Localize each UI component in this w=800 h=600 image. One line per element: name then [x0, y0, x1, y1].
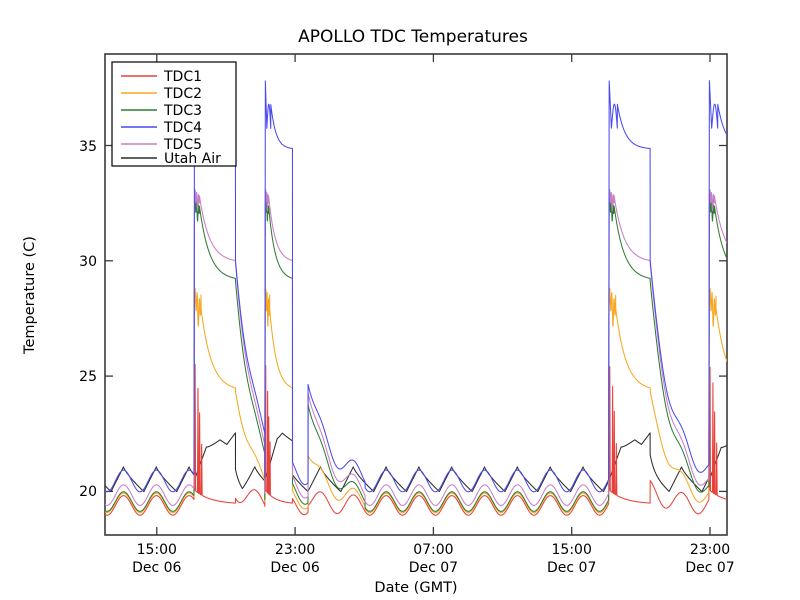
x-tick-date: Dec 07 [547, 560, 596, 576]
legend-label-tdc4: TDC4 [163, 120, 202, 136]
y-tick-label: 30 [79, 254, 97, 270]
series-line-tdc3 [105, 199, 727, 512]
x-tick-date: Dec 07 [685, 560, 734, 576]
series-line-tdc5 [105, 188, 727, 506]
y-axis: 35 30 25 20 Temperature (C) [22, 139, 727, 500]
x-tick-time: 23:00 [690, 542, 730, 558]
legend-label-tdc3: TDC3 [163, 103, 202, 119]
series-line-tdc2 [105, 286, 727, 514]
y-axis-label: Temperature (C) [22, 236, 38, 355]
x-tick-date: Dec 06 [270, 560, 319, 576]
legend: TDC1 TDC2 TDC3 TDC4 TDC5 Utah Air [111, 61, 237, 167]
x-tick-time: 15:00 [137, 542, 177, 558]
x-tick-time: 07:00 [413, 542, 453, 558]
legend-label-tdc5: TDC5 [163, 137, 202, 153]
legend-label-tdc1: TDC1 [163, 69, 202, 85]
x-tick-time: 15:00 [552, 542, 592, 558]
legend-label-tdc2: TDC2 [163, 86, 202, 102]
legend-label-utah-air: Utah Air [164, 151, 221, 167]
axes-frame [104, 53, 728, 536]
series-line-tdc1 [105, 363, 727, 516]
y-tick-label: 35 [79, 139, 97, 155]
page-title: APOLLO TDC Temperatures [298, 27, 528, 47]
y-tick-label: 25 [79, 369, 97, 385]
x-tick-date: Dec 07 [409, 560, 458, 576]
legend-frame [111, 61, 237, 167]
x-tick-time: 23:00 [275, 542, 315, 558]
y-tick-label: 20 [79, 484, 97, 500]
x-tick-date: Dec 06 [132, 560, 181, 576]
x-axis: 15:00 Dec 06 23:00 Dec 06 07:00 Dec 07 1… [132, 54, 735, 596]
x-axis-label: Date (GMT) [374, 580, 457, 596]
